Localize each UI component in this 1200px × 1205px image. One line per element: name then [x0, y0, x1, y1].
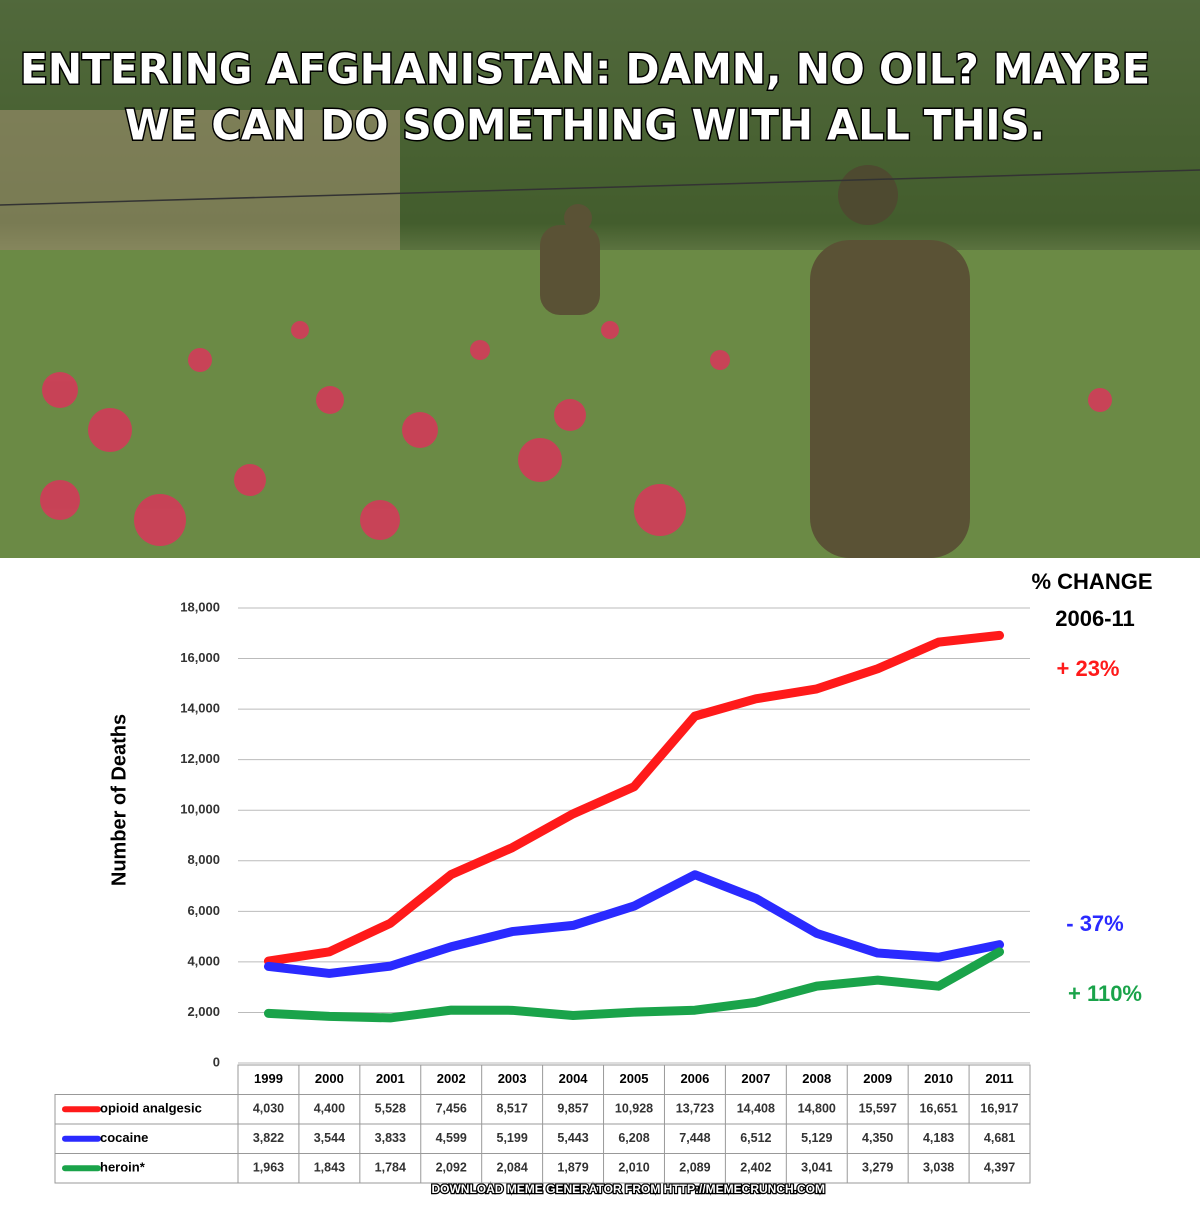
table-value: 1,784 — [375, 1161, 406, 1175]
x-tick-label: 2003 — [498, 1071, 527, 1086]
table-value: 5,199 — [497, 1131, 528, 1145]
y-tick-label: 4,000 — [187, 953, 220, 968]
legend-label: heroin* — [100, 1160, 146, 1175]
x-tick-label: 2008 — [802, 1071, 831, 1086]
table-value: 16,917 — [980, 1102, 1018, 1116]
series-line — [263, 947, 1005, 1023]
table-value: 5,443 — [557, 1131, 588, 1145]
x-tick-label: 1999 — [254, 1071, 283, 1086]
table-value: 8,517 — [497, 1102, 528, 1116]
table-value: 4,681 — [984, 1131, 1015, 1145]
table-value: 3,544 — [314, 1131, 345, 1145]
photo: ENTERING AFGHANISTAN: DAMN, NO OIL? MAYB… — [0, 0, 1200, 558]
table-value: 3,279 — [862, 1161, 893, 1175]
y-tick-label: 18,000 — [180, 599, 220, 614]
table-value: 1,843 — [314, 1161, 345, 1175]
table-value: 4,350 — [862, 1131, 893, 1145]
x-tick-label: 2007 — [741, 1071, 770, 1086]
footer: DOWNLOAD MEME GENERATOR FROM HTTP://MEME… — [431, 1182, 825, 1196]
table-value: 14,408 — [737, 1102, 775, 1116]
table-value: 7,456 — [436, 1102, 467, 1116]
table-value: 15,597 — [859, 1102, 897, 1116]
caption-line: ENTERING AFGHANISTAN: DAMN, NO OIL? MAYB… — [20, 45, 1150, 94]
y-tick-label: 10,000 — [180, 802, 220, 817]
x-tick-label: 2000 — [315, 1071, 344, 1086]
table-value: 2,084 — [497, 1161, 528, 1175]
series-line — [263, 630, 1005, 966]
table-value: 4,599 — [436, 1131, 467, 1145]
soldiers — [540, 165, 970, 558]
table-value: 5,129 — [801, 1131, 832, 1145]
y-tick-label: 12,000 — [180, 751, 220, 766]
caption-line: WE CAN DO SOMETHING WITH ALL THIS. — [125, 101, 1045, 150]
table-value: 3,041 — [801, 1161, 832, 1175]
table-value: 4,030 — [253, 1102, 284, 1116]
x-tick-label: 2010 — [924, 1071, 953, 1086]
change-annotation: - 37% — [1066, 911, 1123, 936]
legend-label: cocaine — [100, 1130, 148, 1145]
table-value: 4,397 — [984, 1161, 1015, 1175]
change-header: 2006-11 — [1055, 606, 1135, 631]
table-value: 3,822 — [253, 1131, 284, 1145]
x-tick-label: 2004 — [559, 1071, 589, 1086]
table-value: 6,208 — [618, 1131, 649, 1145]
table-value: 9,857 — [557, 1102, 588, 1116]
y-tick-label: 6,000 — [187, 903, 220, 918]
y-tick-label: 2,000 — [187, 1004, 220, 1019]
y-tick-label: 8,000 — [187, 852, 220, 867]
x-tick-label: 2006 — [680, 1071, 709, 1086]
chart-background — [0, 558, 1200, 1200]
table-value: 2,089 — [679, 1161, 710, 1175]
y-axis-label: Number of Deaths — [108, 714, 130, 886]
x-tick-label: 2005 — [620, 1071, 649, 1086]
change-annotation: + 23% — [1057, 656, 1120, 681]
x-tick-label: 2001 — [376, 1071, 405, 1086]
x-tick-label: 2011 — [985, 1071, 1013, 1086]
table-value: 2,402 — [740, 1161, 771, 1175]
table-value: 3,038 — [923, 1161, 954, 1175]
table-value: 5,528 — [375, 1102, 406, 1116]
y-tick-label: 14,000 — [180, 701, 220, 716]
table-value: 1,963 — [253, 1161, 284, 1175]
x-tick-label: 2002 — [437, 1071, 466, 1086]
table-value: 10,928 — [615, 1102, 653, 1116]
table-value: 3,833 — [375, 1131, 406, 1145]
change-annotation: + 110% — [1068, 981, 1142, 1006]
table-value: 16,651 — [919, 1102, 957, 1116]
table-value: 4,183 — [923, 1131, 954, 1145]
y-tick-label: 0 — [213, 1054, 220, 1069]
y-tick-label: 16,000 — [180, 650, 220, 665]
table-value: 13,723 — [676, 1102, 714, 1116]
table-value: 6,512 — [740, 1131, 771, 1145]
legend-label: opioid analgesic — [100, 1101, 202, 1116]
table-value: 7,448 — [679, 1131, 710, 1145]
series-line — [263, 870, 1005, 978]
table-value: 4,400 — [314, 1102, 345, 1116]
table-value: 2,092 — [436, 1161, 467, 1175]
table-value: 2,010 — [618, 1161, 649, 1175]
table-value: 1,879 — [557, 1161, 588, 1175]
x-tick-label: 2009 — [863, 1071, 892, 1086]
change-header: % CHANGE — [1031, 569, 1152, 594]
table-value: 14,800 — [798, 1102, 836, 1116]
